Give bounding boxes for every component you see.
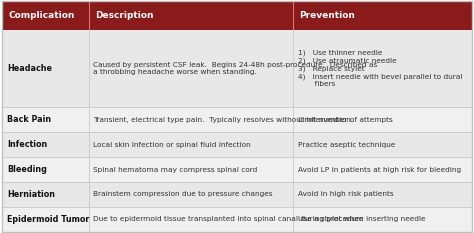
Text: Headache: Headache [7, 64, 52, 73]
Bar [89, 157, 293, 182]
Bar [293, 182, 472, 207]
Bar [89, 182, 293, 207]
Text: Epidermoid Tumor: Epidermoid Tumor [7, 215, 90, 224]
Bar [89, 207, 293, 232]
Bar [293, 157, 472, 182]
Bar [293, 30, 472, 107]
Bar [2, 182, 89, 207]
Bar [293, 1, 472, 30]
Text: Limit number of attempts: Limit number of attempts [298, 117, 393, 123]
Text: Description: Description [95, 11, 153, 20]
Bar [2, 207, 89, 232]
Bar [293, 207, 472, 232]
Bar [2, 157, 89, 182]
Text: Back Pain: Back Pain [7, 115, 51, 124]
Text: Spinal hematoma may compress spinal cord: Spinal hematoma may compress spinal cord [93, 167, 257, 172]
Text: Avoid in high risk patients: Avoid in high risk patients [298, 192, 393, 197]
Bar [2, 107, 89, 132]
Bar [2, 1, 89, 30]
Bar [2, 132, 89, 157]
Text: Bleeding: Bleeding [7, 165, 47, 174]
Text: Infection: Infection [7, 140, 47, 149]
Bar [293, 107, 472, 132]
Bar [293, 132, 472, 157]
Bar [89, 1, 293, 30]
Text: Avoid LP in patients at high risk for bleeding: Avoid LP in patients at high risk for bl… [298, 167, 461, 172]
Text: Brainstem compression due to pressure changes: Brainstem compression due to pressure ch… [93, 192, 273, 197]
Bar [89, 30, 293, 107]
Bar [2, 30, 89, 107]
Bar [89, 107, 293, 132]
Text: Complication: Complication [8, 11, 74, 20]
Text: Caused by persistent CSF leak.  Begins 24-48h post-procedure.  Described as
a th: Caused by persistent CSF leak. Begins 24… [93, 62, 377, 75]
Text: Prevention: Prevention [299, 11, 355, 20]
Text: Herniation: Herniation [7, 190, 55, 199]
Text: Due to epidermoid tissue transplanted into spinal canal during procedure: Due to epidermoid tissue transplanted in… [93, 216, 364, 222]
Text: Transient, electrical type pain.  Typically resolves without intervention.: Transient, electrical type pain. Typical… [93, 117, 353, 123]
Bar [89, 132, 293, 157]
Text: Local skin infection or spinal fluid infection: Local skin infection or spinal fluid inf… [93, 142, 251, 147]
Text: Practice aseptic technique: Practice aseptic technique [298, 142, 395, 147]
Text: 1)   Use thinner needle
2)   Use atraumatic needle
3)   Replace stylet
4)   Inse: 1) Use thinner needle 2) Use atraumatic … [298, 49, 463, 87]
Text: Use a stylet when inserting needle: Use a stylet when inserting needle [298, 216, 426, 222]
